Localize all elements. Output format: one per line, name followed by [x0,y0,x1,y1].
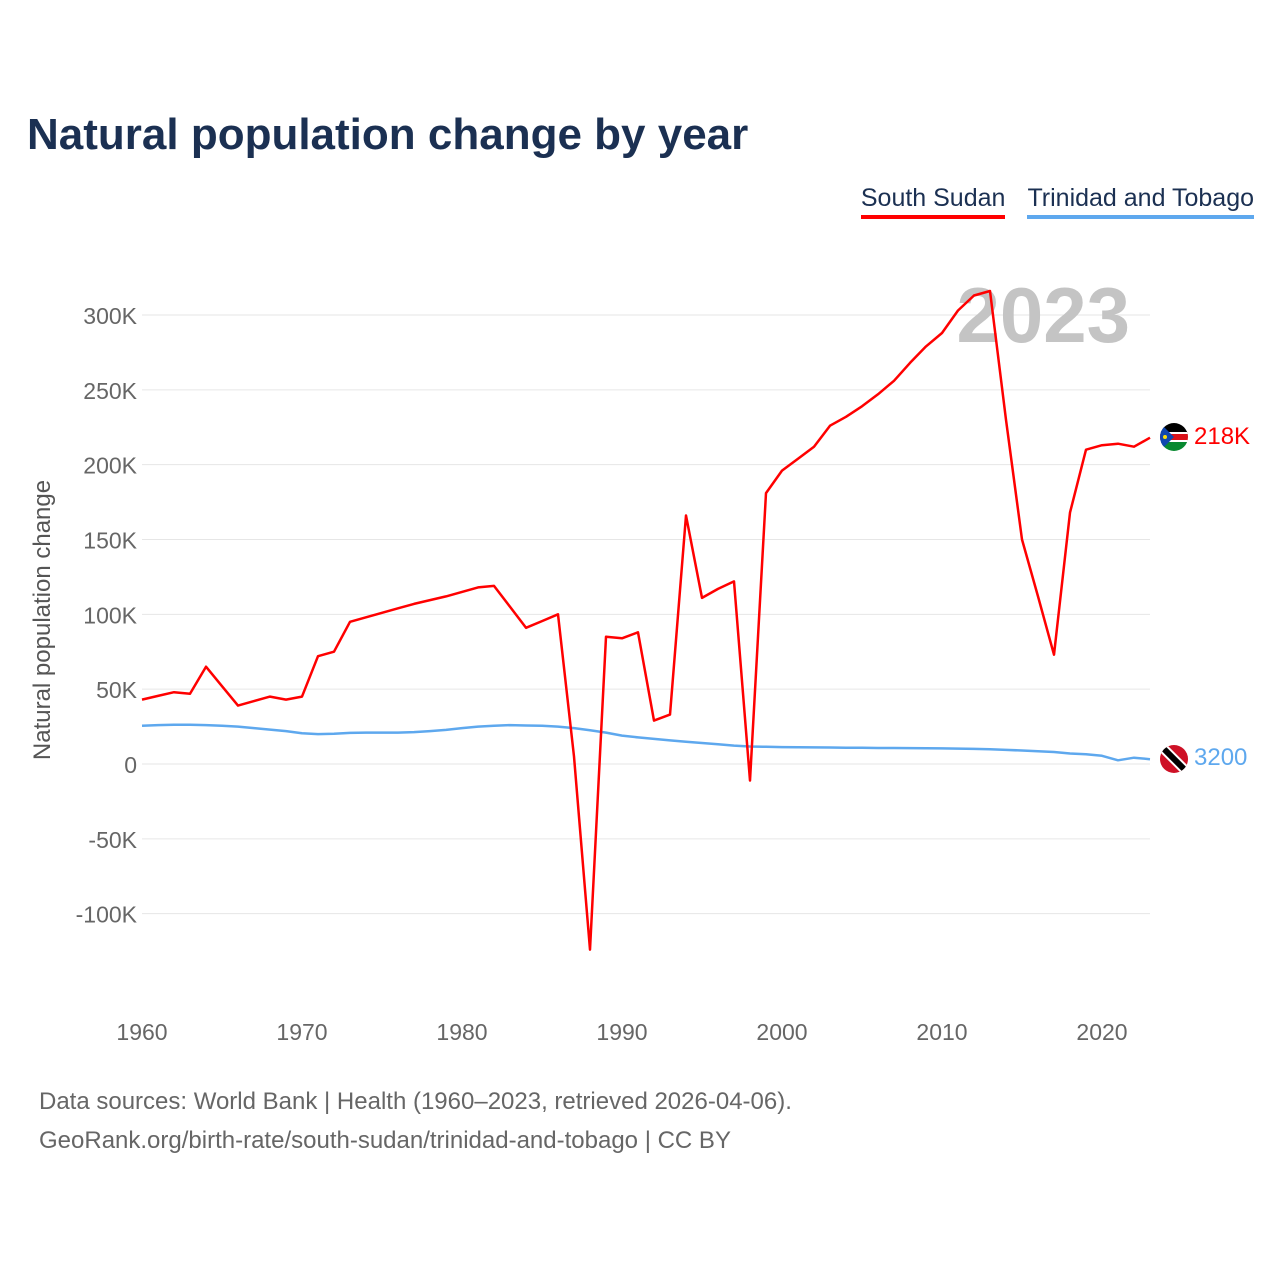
y-tick-label: -50K [88,827,137,853]
year-watermark: 2023 [956,271,1130,359]
x-tick-label: 2020 [1076,1019,1127,1045]
x-tick-label: 1990 [596,1019,647,1045]
x-tick-label: 1980 [436,1019,487,1045]
south-sudan-flag-icon [1160,423,1188,451]
footer-link[interactable]: GeoRank.org/birth-rate/south-sudan/trini… [39,1127,731,1154]
legend-trinidad-and-tobago[interactable]: Trinidad and Tobago [1027,184,1254,219]
x-tick-label: 2000 [756,1019,807,1045]
y-tick-label: 250K [83,378,137,404]
y-tick-label: 50K [96,677,138,703]
x-tick-label: 1960 [116,1019,167,1045]
y-tick-label: 150K [83,527,137,553]
legend-south-sudan[interactable]: South Sudan [860,184,1006,219]
x-tick-label: 2010 [916,1019,967,1045]
y-tick-label: 300K [83,303,137,329]
south-sudan-end-label: 218K [1194,423,1250,450]
y-tick-label: -100K [76,902,138,928]
series-line-trinidad-and-tobago [141,723,1151,762]
trinidad-and-tobago-flag-icon [1160,745,1188,773]
y-tick-label: 200K [83,453,137,479]
y-tick-label: 100K [83,602,137,628]
trinidad-end-label: 3200 [1194,744,1247,771]
x-tick-label: 1970 [276,1019,327,1045]
footer-source: Data sources: World Bank | Health (1960–… [39,1088,792,1115]
chart-title: Natural population change by year [27,110,749,159]
series-line-south-sudan [141,289,1151,951]
legend: South Sudan Trinidad and Tobago [860,184,1254,219]
y-axis-label: Natural population change [29,480,56,760]
y-tick-label: 0 [124,752,137,778]
